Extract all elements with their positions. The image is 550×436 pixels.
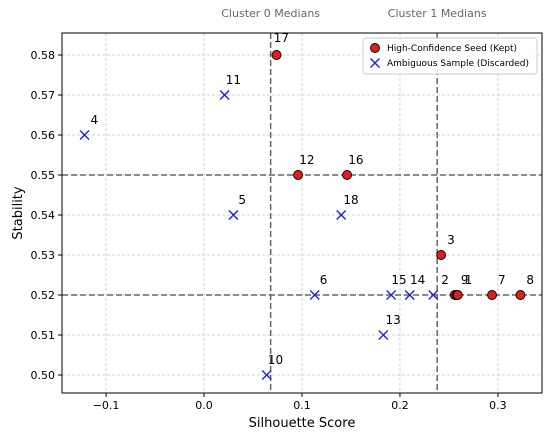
point-label: 6 — [320, 273, 328, 287]
x-marker-stroke — [309, 290, 320, 300]
discarded-point — [309, 290, 320, 300]
discarded-point — [378, 330, 389, 340]
point-label: 17 — [274, 31, 289, 45]
kept-point — [515, 290, 526, 300]
data-points — [79, 50, 526, 380]
y-tick-label: 0.56 — [31, 129, 56, 142]
point-label: 14 — [410, 273, 425, 287]
x-axis-label: Silhouette Score — [249, 416, 356, 431]
point-label: 9 — [461, 273, 469, 287]
y-tick-label: 0.58 — [31, 49, 56, 62]
x-marker-stroke — [370, 58, 380, 68]
point-label: 1 — [465, 273, 473, 287]
legend-label: High-Confidence Seed (Kept) — [387, 44, 517, 54]
point-label: 12 — [299, 153, 314, 167]
kept-point — [342, 170, 353, 180]
y-tick-label: 0.53 — [31, 249, 56, 262]
x-tick-label: 0.3 — [489, 399, 507, 412]
discarded-point — [386, 290, 397, 300]
legend-box — [362, 37, 538, 75]
discarded-point — [219, 90, 230, 100]
y-tick-label: 0.54 — [31, 209, 56, 222]
y-axis-ticks: 0.50 0.51 0.52 0.53 0.54 0.55 0.56 0.57 0.58 — [31, 49, 62, 382]
x-tick-label: 0.0 — [195, 399, 213, 412]
point-label: 15 — [391, 273, 406, 287]
point-label: 7 — [498, 273, 506, 287]
legend-marker-kept — [370, 43, 380, 53]
kept-point — [487, 290, 497, 300]
kept-point — [271, 50, 282, 60]
y-tick-label: 0.51 — [31, 329, 56, 342]
point-label: 18 — [343, 193, 358, 207]
median-label: Cluster 1 Medians — [388, 7, 487, 20]
legend-label: Ambiguous Sample (Discarded) — [387, 59, 529, 69]
point-label: 11 — [226, 73, 241, 87]
grid-lines — [62, 33, 542, 393]
legend: High-Confidence Seed (Kept) Ambiguous Sam… — [362, 37, 538, 75]
discarded-point — [228, 210, 239, 220]
x-tick-label: −0.1 — [93, 399, 120, 412]
kept-point — [452, 290, 463, 300]
median-labels: Cluster 0 Medians Cluster 1 Medians — [221, 7, 487, 20]
x-tick-label: 0.1 — [293, 399, 311, 412]
x-marker-stroke — [79, 130, 90, 140]
x-marker-stroke — [378, 330, 389, 340]
y-axis-label: Stability — [11, 186, 26, 240]
point-label: 13 — [385, 313, 400, 327]
legend-marker-discarded — [370, 58, 380, 68]
point-label: 3 — [447, 233, 455, 247]
x-axis-ticks: −0.1 0.0 0.1 0.2 0.3 — [93, 393, 507, 412]
median-label: Cluster 0 Medians — [221, 7, 320, 20]
x-marker-stroke — [336, 210, 347, 220]
x-marker-stroke — [428, 290, 439, 300]
point-label: 10 — [268, 353, 283, 367]
y-tick-label: 0.50 — [31, 369, 56, 382]
point-label: 2 — [441, 273, 449, 287]
y-tick-label: 0.55 — [31, 169, 56, 182]
x-marker-stroke — [386, 290, 397, 300]
x-marker-stroke — [228, 210, 239, 220]
discarded-point — [79, 130, 90, 140]
kept-point — [293, 170, 304, 180]
discarded-point — [336, 210, 347, 220]
point-label: 4 — [91, 113, 99, 127]
y-tick-label: 0.57 — [31, 89, 56, 102]
point-label: 5 — [238, 193, 246, 207]
discarded-point — [261, 370, 272, 380]
point-label: 16 — [348, 153, 363, 167]
kept-point — [436, 250, 447, 260]
x-marker-stroke — [404, 290, 415, 300]
point-label: 8 — [526, 273, 534, 287]
discarded-point — [404, 290, 415, 300]
discarded-point — [428, 290, 439, 300]
x-marker-stroke — [261, 370, 272, 380]
x-tick-label: 0.2 — [391, 399, 409, 412]
y-tick-label: 0.52 — [31, 289, 56, 302]
x-marker-stroke — [219, 90, 230, 100]
